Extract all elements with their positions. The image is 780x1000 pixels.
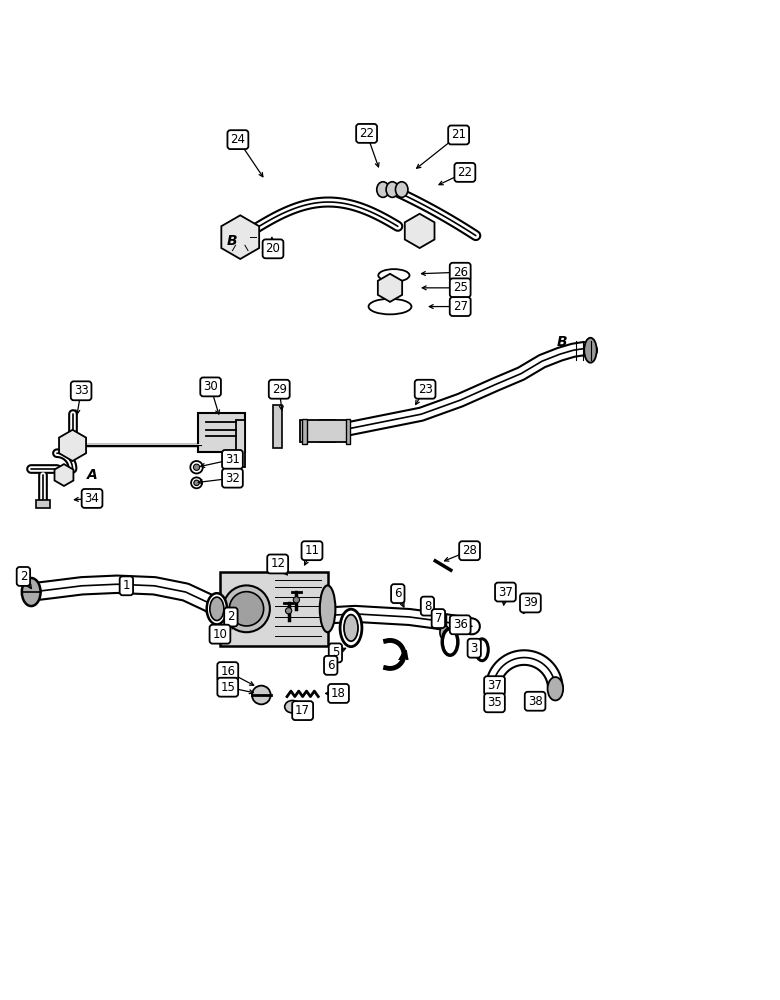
Text: 3: 3 — [470, 642, 478, 655]
Ellipse shape — [442, 629, 458, 655]
Text: 1: 1 — [122, 579, 130, 592]
Text: 18: 18 — [331, 687, 346, 700]
Polygon shape — [378, 274, 402, 302]
Text: 16: 16 — [220, 665, 236, 678]
Bar — [236, 420, 245, 467]
Text: 2: 2 — [20, 570, 27, 583]
Bar — [198, 413, 245, 452]
Ellipse shape — [377, 182, 389, 197]
Circle shape — [252, 686, 271, 704]
Text: 10: 10 — [212, 628, 228, 641]
Text: 30: 30 — [204, 380, 218, 393]
Bar — [302, 419, 307, 444]
Text: 6: 6 — [394, 587, 402, 600]
Text: 34: 34 — [84, 492, 100, 505]
Text: 8: 8 — [424, 600, 431, 613]
Ellipse shape — [22, 578, 41, 606]
Ellipse shape — [476, 639, 488, 661]
Ellipse shape — [340, 609, 362, 647]
Text: B: B — [227, 234, 238, 248]
Text: 36: 36 — [452, 618, 468, 631]
Ellipse shape — [207, 593, 227, 624]
Text: 37: 37 — [498, 586, 513, 599]
Bar — [36, 500, 50, 508]
Circle shape — [191, 477, 202, 488]
Ellipse shape — [395, 182, 408, 197]
Circle shape — [223, 585, 270, 632]
Ellipse shape — [548, 677, 563, 700]
Text: 15: 15 — [220, 681, 236, 694]
Polygon shape — [222, 215, 259, 259]
Ellipse shape — [378, 269, 410, 282]
Circle shape — [194, 480, 200, 486]
Ellipse shape — [293, 597, 300, 603]
Text: 2: 2 — [227, 610, 235, 624]
Text: 32: 32 — [225, 472, 240, 485]
Circle shape — [190, 461, 203, 473]
Polygon shape — [59, 430, 86, 461]
Text: 5: 5 — [332, 646, 339, 659]
Text: 23: 23 — [417, 383, 433, 396]
Text: 24: 24 — [230, 133, 246, 146]
Polygon shape — [55, 464, 73, 486]
Text: 31: 31 — [225, 453, 240, 466]
Text: 38: 38 — [528, 695, 542, 708]
Text: 35: 35 — [488, 696, 502, 709]
Text: 21: 21 — [451, 128, 466, 141]
Bar — [220, 572, 328, 646]
Text: 20: 20 — [265, 242, 281, 255]
Ellipse shape — [584, 338, 597, 363]
Text: 26: 26 — [452, 266, 468, 279]
Ellipse shape — [440, 626, 449, 640]
Text: A: A — [87, 468, 98, 482]
Text: 17: 17 — [295, 704, 310, 717]
Ellipse shape — [369, 299, 412, 314]
Ellipse shape — [344, 615, 358, 641]
Bar — [320, 420, 335, 442]
Text: 25: 25 — [452, 281, 468, 294]
Bar — [273, 405, 282, 448]
Text: 37: 37 — [487, 679, 502, 692]
Ellipse shape — [386, 182, 399, 197]
Ellipse shape — [285, 700, 300, 713]
Text: 29: 29 — [271, 383, 287, 396]
Text: B: B — [556, 335, 567, 349]
Text: 28: 28 — [462, 544, 477, 557]
Bar — [346, 419, 350, 444]
Polygon shape — [405, 214, 434, 248]
Ellipse shape — [285, 608, 292, 614]
Text: 33: 33 — [74, 384, 88, 397]
Text: 39: 39 — [523, 596, 538, 609]
Circle shape — [193, 464, 200, 470]
Text: 6: 6 — [327, 659, 335, 672]
Ellipse shape — [210, 597, 224, 621]
Text: 11: 11 — [304, 544, 320, 557]
Text: 12: 12 — [270, 557, 285, 570]
Bar — [300, 420, 347, 442]
Ellipse shape — [320, 585, 335, 632]
Text: A: A — [399, 649, 410, 663]
Text: 7: 7 — [434, 612, 442, 625]
Text: 22: 22 — [359, 127, 374, 140]
Text: 22: 22 — [457, 166, 473, 179]
Circle shape — [229, 592, 264, 626]
Ellipse shape — [485, 677, 501, 700]
Text: 27: 27 — [452, 300, 468, 313]
